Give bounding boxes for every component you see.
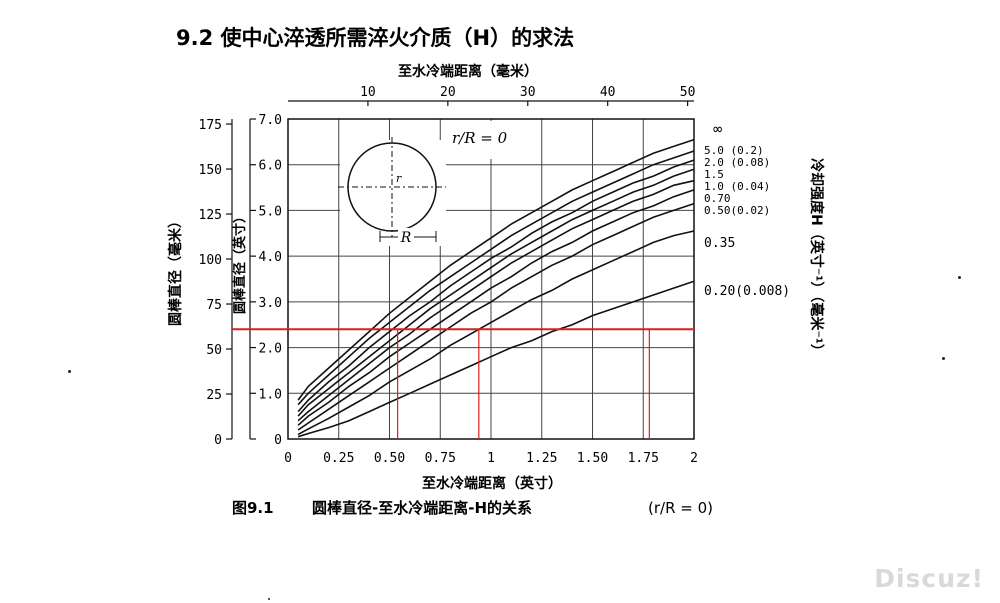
series-line [297,202,695,431]
series-label: 5.0 (0.2) [704,144,764,157]
top-axis-tick-label: 10 [360,85,376,100]
series-line [297,159,695,413]
plot-frame [287,118,695,440]
scan-speck [268,598,270,600]
section-heading: 9.2 使中心淬透所需淬火介质（H）的求法 [176,26,574,50]
caption-text: 圆棒直径-至水冷端距离-H的关系 [312,499,532,517]
series-line [297,150,695,406]
inner-y-tick-label: 0 [274,433,282,448]
ratio-label: r/R = 0 [452,129,508,147]
series-line [297,138,695,401]
series-label: 2.0 (0.08) [704,156,770,169]
top-axis-tick-label: 30 [520,85,536,100]
outer-y-tick-label: 75 [206,298,222,313]
outer-y-tick-label: 150 [199,163,222,178]
scan-speck [942,357,945,360]
series-line [297,168,695,417]
inner-y-tick-label: 3.0 [259,296,282,311]
x-tick-label: 2 [690,451,698,466]
inset-diagram: Rr r/R = 0 [338,121,510,246]
series-line [297,179,695,422]
x-tick-label: 1.50 [577,451,608,466]
right-axis-label: 冷却强度H（英寸⁻¹）（毫米⁻¹） [808,158,825,358]
inner-y-tick-label: 7.0 [259,113,282,128]
outer-y-tick-label: 100 [199,253,222,268]
inner-y-tick-label: 2.0 [259,342,282,357]
radius-r-label: r [396,172,402,185]
radius-label-background [398,228,414,244]
series-line [297,280,695,438]
inner-y-tick-label: 1.0 [259,387,282,402]
caption-condition: (r/R = 0) [648,499,713,517]
radius-R-label: R [400,230,412,246]
outer-y-tick-label: 25 [206,388,222,403]
top-axis-label: 至水冷端距离（毫米） [398,63,538,80]
x-tick-label: 0 [284,451,292,466]
plot-area: 0 0.25 0.50 0.75 1 1.25 1.50 1.75 210 20 30 40 507.0… [167,85,825,466]
outer-y-axis-label: 圆棒直径（毫米） [167,214,184,326]
inner-y-tick-label: 5.0 [259,204,282,219]
figure-caption: 图9.1 圆棒直径-至水冷端距离-H的关系 (r/R = 0) [232,499,713,517]
outer-y-tick-label: 0 [214,433,222,448]
series-label: 0.20(0.008) [704,284,790,299]
scan-speck [958,276,961,279]
series-label: 0.50(0.02) [704,204,770,217]
inner-y-axis-label: 圆棒直径（英寸） [232,210,248,314]
inset-background [340,140,446,246]
x-tick-label: 0.50 [374,451,405,466]
x-axis-label: 至水冷端距离（英寸） [422,475,562,492]
outer-y-tick-label: 125 [199,208,222,223]
series-line [297,230,695,436]
scan-speck [68,370,71,373]
top-axis-tick-label: 40 [600,85,616,100]
series-label: ∞ [713,120,722,138]
caption-figure-number: 图9.1 [232,499,274,517]
x-tick-label: 0.25 [323,451,354,466]
outer-y-tick-label: 175 [199,118,222,133]
top-axis-tick-label: 20 [440,85,456,100]
outer-y-tick-label: 50 [206,343,222,358]
top-axis-tick-label: 50 [680,85,696,100]
inner-y-tick-label: 6.0 [259,159,282,174]
series-label: 0.70 [704,192,731,205]
inner-y-tick-label: 4.0 [259,250,282,265]
series-label: 1.5 [704,168,724,181]
series-line [297,189,695,426]
series-label: 1.0 (0.04) [704,180,770,193]
watermark-logo: Discuz! [874,564,984,593]
x-tick-label: 1.25 [526,451,557,466]
ratio-label-background [446,121,510,159]
x-tick-label: 0.75 [425,451,456,466]
x-tick-label: 1 [487,451,495,466]
x-tick-label: 1.75 [628,451,659,466]
series-label: 0.35 [704,236,735,251]
